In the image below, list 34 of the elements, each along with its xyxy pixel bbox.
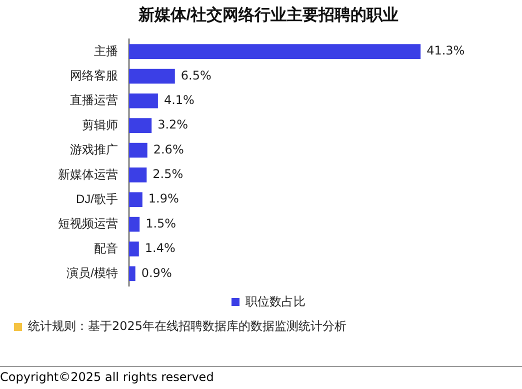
bar <box>129 118 152 133</box>
bar <box>129 266 136 282</box>
data-label: 6.5% <box>180 68 212 82</box>
bar <box>129 192 142 208</box>
y-tick-label: 剪辑师 <box>82 118 118 132</box>
bar <box>129 142 148 158</box>
data-label: 1.5% <box>146 216 176 230</box>
chart-title: 新媒体/社交网络行业主要招聘的职业 <box>137 5 399 24</box>
data-label: 3.2% <box>158 118 188 132</box>
y-tick-label: 演员/模特 <box>66 266 118 280</box>
y-tick-label: 主播 <box>94 44 118 58</box>
y-tick-label: 配音 <box>94 241 118 256</box>
bar <box>129 242 139 256</box>
legend-label: 职位数占比 <box>246 294 306 308</box>
bar <box>129 168 147 182</box>
bar <box>129 216 140 232</box>
y-tick-label: 短视频运营 <box>58 216 118 231</box>
text: 统计规则：基于2025年在线招聘数据库的数据监测统计分析 <box>27 318 347 335</box>
data-label: 0.9% <box>141 266 172 280</box>
bar <box>129 44 421 59</box>
bar <box>129 68 175 84</box>
y-tick-label: 直播运营 <box>70 93 118 108</box>
y-tick-label: 网络客服 <box>70 68 118 83</box>
data-label: 2.5% <box>152 167 184 182</box>
data-label: 1.9% <box>148 192 179 206</box>
y-tick-label: DJ/歌手 <box>76 192 118 206</box>
data-label: 1.4% <box>144 241 176 256</box>
data-label: 41.3% <box>426 44 465 58</box>
y-tick-label: 新媒体运营 <box>58 167 118 182</box>
text: Copyright©2025 all rights reserved <box>0 366 522 384</box>
data-label: 2.6% <box>153 142 184 156</box>
y-tick-label: 游戏推广 <box>70 142 118 157</box>
data-label: 4.1% <box>164 93 194 108</box>
bar <box>129 93 158 108</box>
